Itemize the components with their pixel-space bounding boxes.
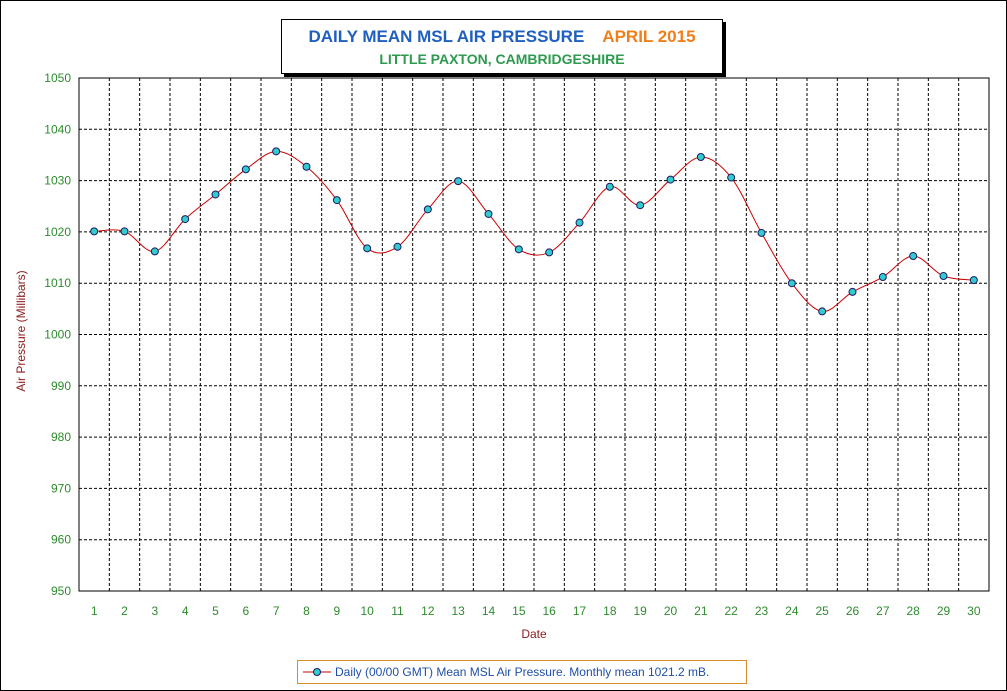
- data-point: [514, 245, 523, 254]
- data-point: [878, 273, 887, 282]
- x-tick-label: 24: [785, 604, 799, 618]
- data-point: [484, 209, 493, 218]
- data-point: [757, 228, 766, 237]
- data-point: [939, 272, 948, 281]
- data-point: [636, 201, 645, 210]
- chart-subtitle: LITTLE PAXTON, CAMBRIDGESHIRE: [379, 51, 625, 67]
- x-tick-label: 2: [121, 604, 128, 618]
- y-tick-label: 980: [51, 430, 71, 444]
- y-axis-label: Air Pressure (Millibars): [14, 270, 28, 391]
- x-tick-label: 27: [876, 604, 890, 618]
- x-tick-label: 1: [91, 604, 98, 618]
- data-point: [393, 242, 402, 251]
- data-point: [727, 173, 736, 182]
- x-tick-label: 18: [603, 604, 617, 618]
- chart-title: DAILY MEAN MSL AIR PRESSURE: [308, 27, 585, 46]
- legend-label: Daily (00/00 GMT) Mean MSL Air Pressure.…: [335, 665, 710, 679]
- series-markers: [90, 147, 978, 316]
- y-tick-label: 950: [51, 584, 71, 598]
- x-axis-tick-labels: 1 2 3 4 5 6 7 8 9 10 11 12 13 14 15 16 17 18 19 20 21 22 23 24 2…: [91, 604, 981, 618]
- data-point: [666, 175, 675, 184]
- x-tick-label: 12: [421, 604, 435, 618]
- data-point: [120, 227, 129, 236]
- chart-title-box: DAILY MEAN MSL AIR PRESSURE APRIL 2015 LI…: [281, 19, 723, 74]
- y-tick-label: 990: [51, 379, 71, 393]
- x-tick-label: 29: [937, 604, 951, 618]
- data-point: [605, 182, 614, 191]
- x-tick-label: 13: [451, 604, 465, 618]
- y-tick-label: 1000: [44, 328, 71, 342]
- data-point: [241, 165, 250, 174]
- x-tick-label: 20: [664, 604, 678, 618]
- data-point: [332, 196, 341, 205]
- data-point: [272, 147, 281, 156]
- x-tick-label: 28: [906, 604, 920, 618]
- x-tick-label: 30: [967, 604, 981, 618]
- data-point: [848, 287, 857, 296]
- y-tick-label: 970: [51, 481, 71, 495]
- chart-title-line: DAILY MEAN MSL AIR PRESSURE APRIL 2015: [282, 27, 722, 47]
- data-point: [302, 162, 311, 171]
- data-point: [909, 252, 918, 261]
- x-tick-label: 23: [755, 604, 769, 618]
- data-point: [969, 276, 978, 285]
- data-point: [150, 247, 159, 256]
- data-point: [363, 244, 372, 253]
- y-tick-label: 960: [51, 533, 71, 547]
- x-tick-label: 19: [633, 604, 647, 618]
- y-axis-tick-labels: 950 960 970 980 990 1000 1010 1020 1030 1040 1050: [44, 71, 71, 598]
- x-axis-label: Date: [521, 627, 547, 641]
- x-tick-label: 3: [151, 604, 158, 618]
- x-tick-label: 4: [182, 604, 189, 618]
- plot-area: [78, 77, 990, 592]
- data-point: [423, 205, 432, 214]
- y-tick-label: 1030: [44, 174, 71, 188]
- data-point: [787, 279, 796, 288]
- legend: Daily (00/00 GMT) Mean MSL Air Pressure.…: [297, 660, 747, 684]
- x-tick-label: 25: [815, 604, 829, 618]
- x-tick-label: 6: [242, 604, 249, 618]
- x-tick-label: 16: [542, 604, 556, 618]
- x-tick-label: 15: [512, 604, 526, 618]
- y-tick-label: 1010: [44, 276, 71, 290]
- x-tick-label: 5: [212, 604, 219, 618]
- x-tick-label: 8: [303, 604, 310, 618]
- x-tick-label: 11: [391, 604, 404, 618]
- x-tick-label: 14: [482, 604, 496, 618]
- x-tick-label: 26: [846, 604, 860, 618]
- data-point: [211, 190, 220, 199]
- data-point: [545, 248, 554, 257]
- y-tick-label: 1050: [44, 71, 71, 85]
- data-point: [90, 227, 99, 236]
- data-point: [575, 218, 584, 227]
- legend-marker-icon: [303, 668, 331, 676]
- data-point: [181, 215, 190, 224]
- x-tick-label: 7: [273, 604, 280, 618]
- y-tick-label: 1040: [44, 122, 71, 136]
- data-point: [454, 177, 463, 186]
- x-tick-label: 22: [724, 604, 738, 618]
- data-point: [696, 153, 705, 162]
- grid-lines: [79, 77, 989, 592]
- x-tick-label: 21: [694, 604, 708, 618]
- x-tick-label: 9: [333, 604, 340, 618]
- y-tick-label: 1020: [44, 225, 71, 239]
- x-tick-label: 17: [573, 604, 587, 618]
- chart-title-month: APRIL 2015: [602, 27, 696, 46]
- data-point: [818, 307, 827, 316]
- x-tick-label: 10: [360, 604, 374, 618]
